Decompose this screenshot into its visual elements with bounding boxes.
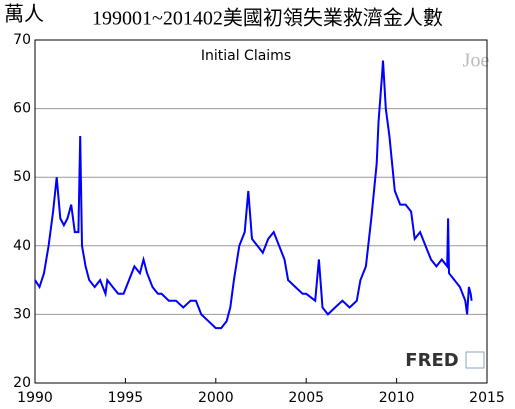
y-tick-label: 30 — [13, 306, 31, 322]
x-tick-label: 2005 — [288, 390, 324, 406]
x-tick-label: 2000 — [198, 390, 234, 406]
logo-icon — [465, 351, 485, 369]
x-tick-label: 2015 — [469, 390, 505, 406]
y-tick-label: 20 — [13, 375, 31, 391]
annotation: Initial Claims — [201, 48, 291, 64]
watermark: Joe — [463, 50, 490, 72]
plot-frame — [34, 39, 488, 384]
logo: FRED — [405, 350, 458, 371]
y-tick-label: 40 — [13, 238, 31, 254]
data-line — [34, 60, 473, 330]
x-tick-label: 1990 — [17, 390, 53, 406]
y-tick-label: 70 — [13, 32, 31, 48]
x-tick-label: 1995 — [108, 390, 144, 406]
chart-title: 199001~201402美國初領失業救濟金人數 — [92, 7, 443, 30]
unit-label: 萬人 — [4, 3, 44, 26]
y-tick-label: 60 — [13, 101, 31, 117]
x-tick-label: 2010 — [379, 390, 415, 406]
y-tick-label: 50 — [13, 169, 31, 185]
